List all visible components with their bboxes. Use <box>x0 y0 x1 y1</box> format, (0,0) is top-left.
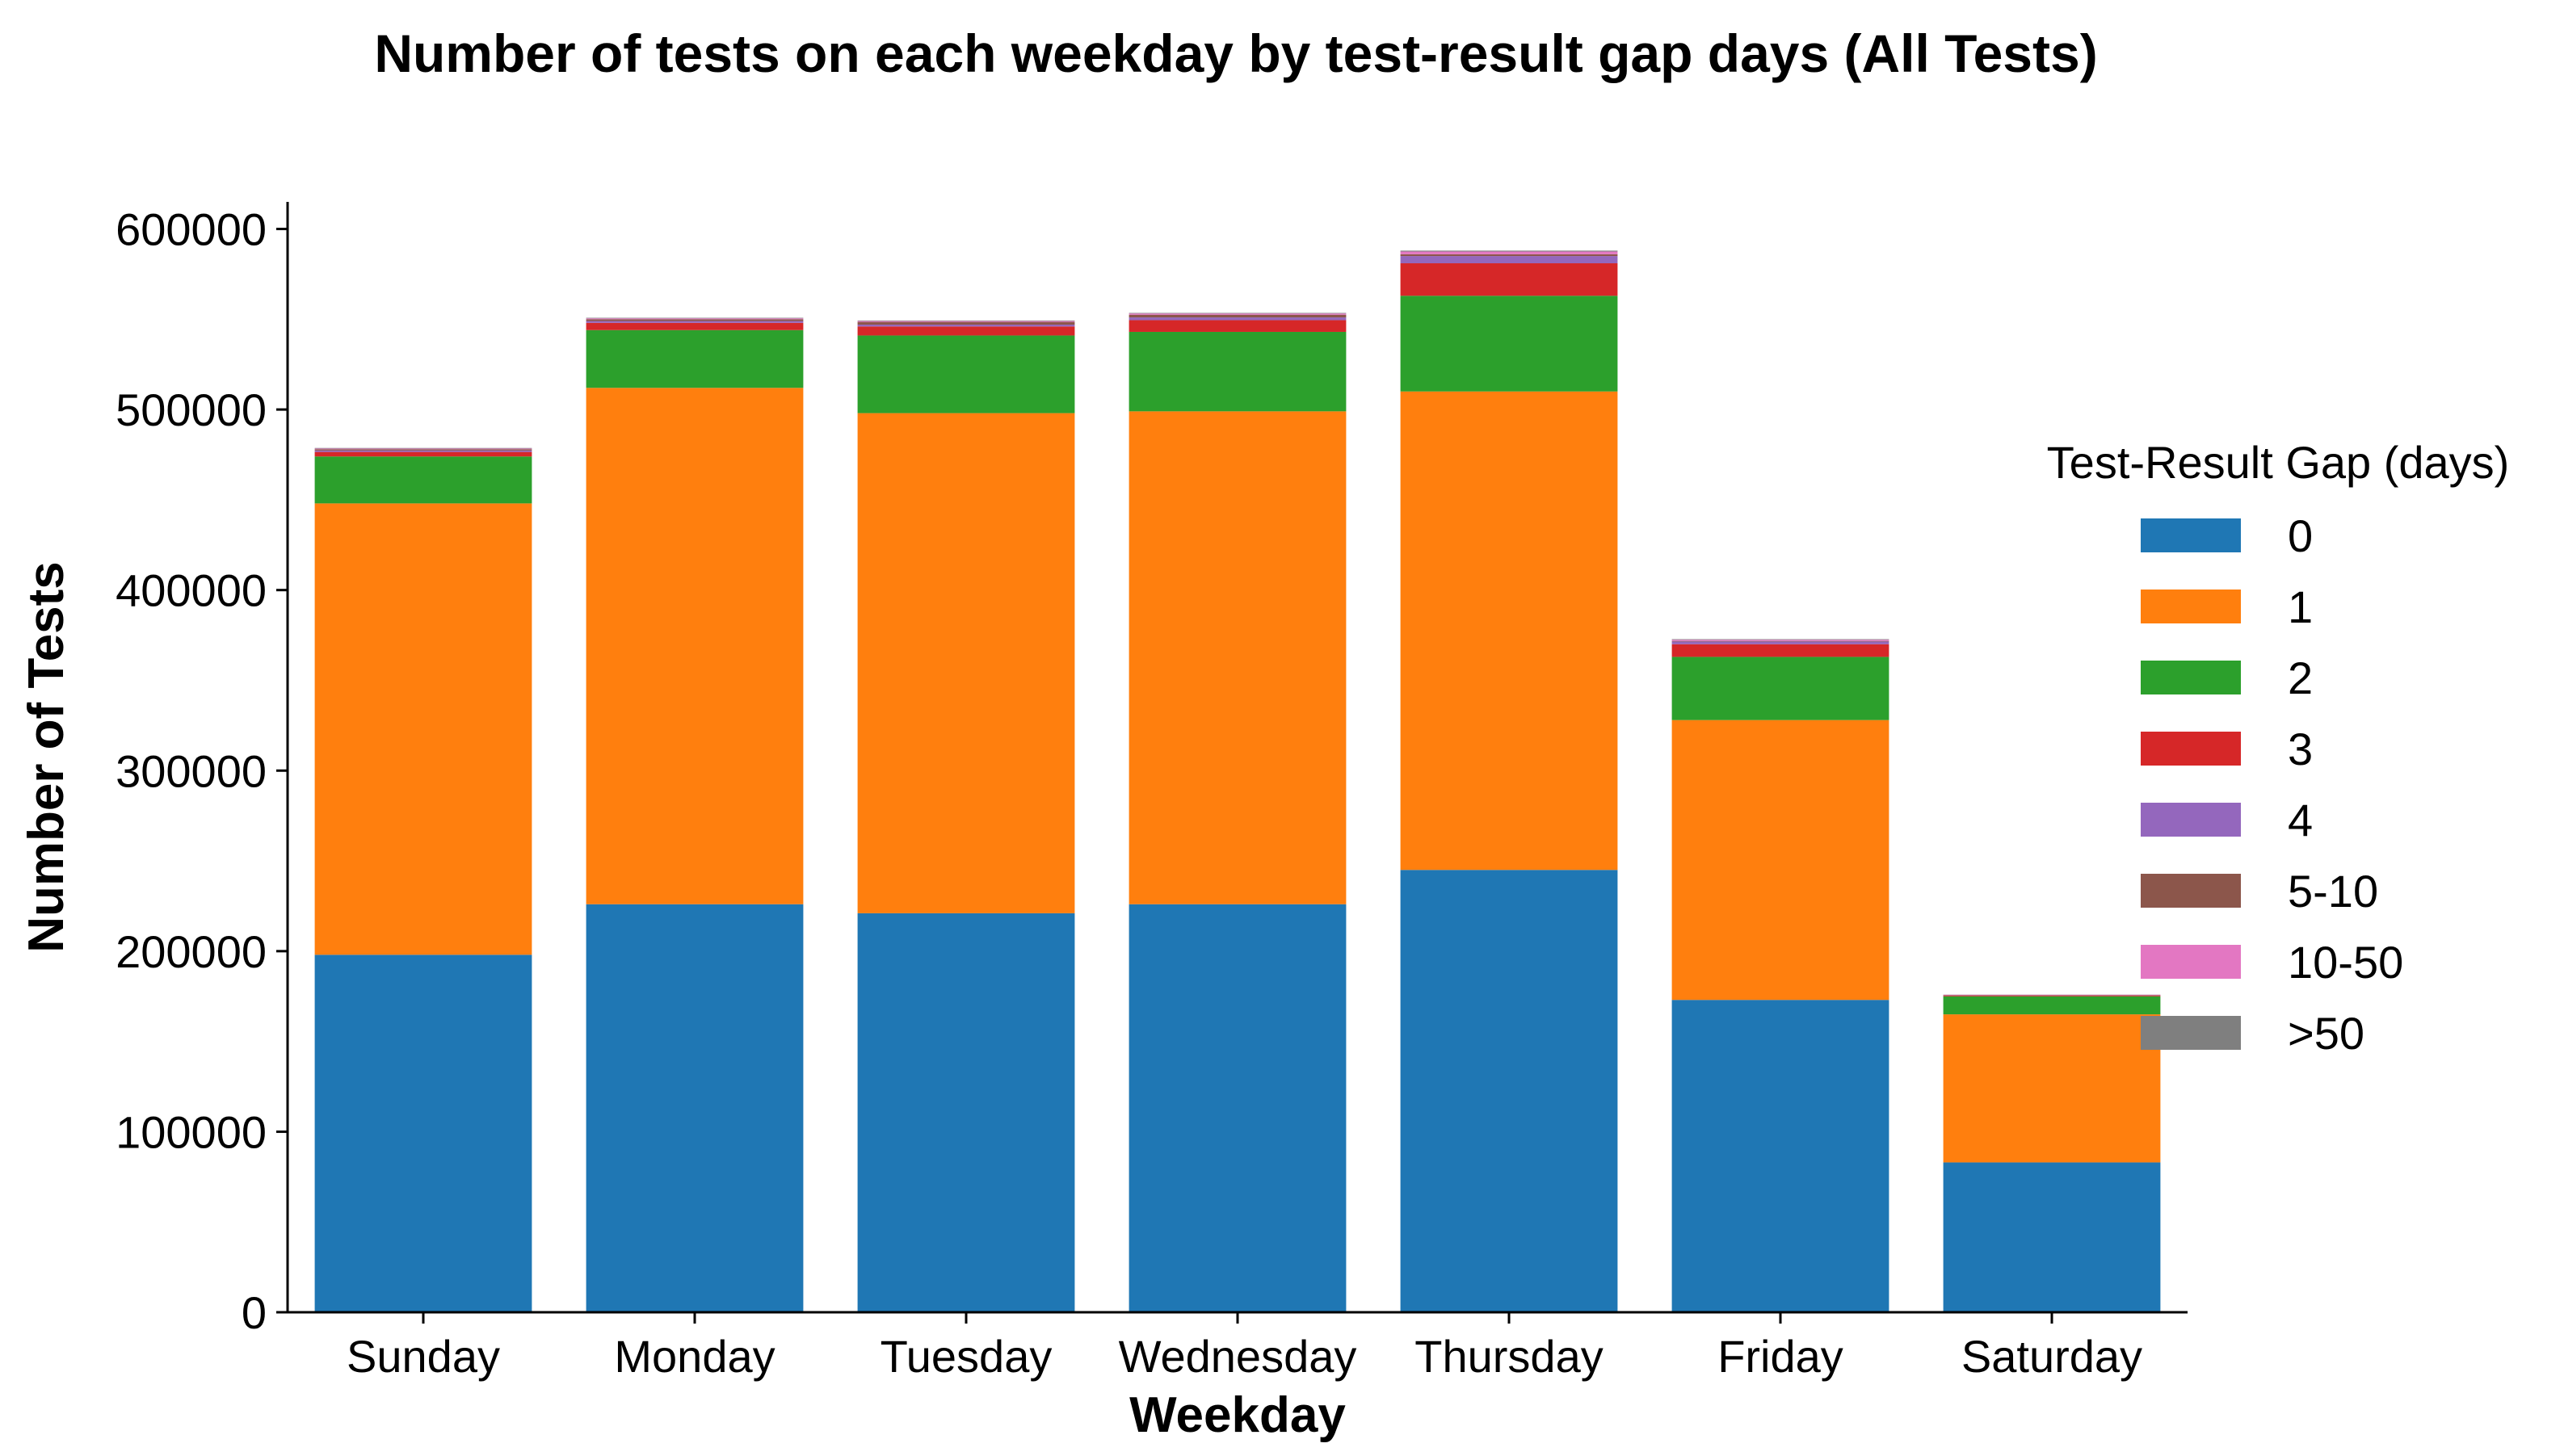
bar-segment <box>1400 296 1618 392</box>
bar-segment <box>857 325 1075 327</box>
x-tick-label: Wednesday <box>1119 1331 1357 1382</box>
bar-segment <box>1129 320 1347 332</box>
legend-title: Test-Result Gap (days) <box>2046 437 2510 488</box>
legend-swatch <box>2141 732 2241 766</box>
bar-segment <box>1400 870 1618 1312</box>
y-axis-title: Number of Tests <box>19 561 74 953</box>
legend-swatch <box>2141 803 2241 837</box>
legend-item: >50 <box>2141 997 2545 1068</box>
legend-swatch <box>2141 661 2241 694</box>
bar-segment <box>857 413 1075 913</box>
bar-segment <box>1943 1162 2161 1312</box>
legend-item: 1 <box>2141 571 2545 642</box>
legend-item: 3 <box>2141 713 2545 784</box>
bars-group <box>314 250 2161 1312</box>
bar-segment <box>1400 254 1618 257</box>
bar-segment <box>857 913 1075 1312</box>
y-tick-label: 300000 <box>116 745 267 796</box>
legend-item: 4 <box>2141 784 2545 855</box>
bar-segment <box>314 450 532 452</box>
bar-segment <box>1943 996 2161 1015</box>
legend-swatch <box>2141 590 2241 623</box>
x-tick-label: Friday <box>1717 1331 1843 1382</box>
bar-segment <box>1671 640 1889 641</box>
legend-swatch <box>2141 1016 2241 1050</box>
bar-segment <box>857 321 1075 325</box>
bar-segment <box>586 388 804 904</box>
legend: Test-Result Gap (days) 0 1 2 3 4 5-10 10-50 >50 <box>2011 436 2545 1068</box>
y-tick-label: 400000 <box>116 565 267 616</box>
bar-segment <box>586 322 804 330</box>
x-tick-label: Tuesday <box>881 1331 1053 1382</box>
legend-label: 2 <box>2288 652 2314 703</box>
legend-label: 3 <box>2288 723 2314 774</box>
bar-segment <box>1129 314 1347 318</box>
bar-segment <box>314 503 532 955</box>
bar-segment <box>857 326 1075 336</box>
bar-segment <box>1943 995 2161 997</box>
legend-label: >50 <box>2288 1007 2364 1059</box>
bar-segment <box>1129 904 1347 1312</box>
x-tick-label: Saturday <box>1961 1331 2142 1382</box>
legend-swatch <box>2141 874 2241 908</box>
bar-segment <box>314 955 532 1312</box>
bar-segment <box>1129 411 1347 904</box>
legend-swatch <box>2141 518 2241 552</box>
bar-segment <box>314 448 532 450</box>
bar-segment <box>1400 251 1618 254</box>
legend-item: 0 <box>2141 500 2545 571</box>
legend-label: 10-50 <box>2288 936 2404 988</box>
bar-segment <box>314 447 532 449</box>
y-tick-label: 0 <box>242 1287 267 1338</box>
legend-items: 0 1 2 3 4 5-10 10-50 >50 <box>2011 500 2545 1068</box>
bar-segment <box>1671 641 1889 644</box>
bar-segment <box>1129 313 1347 314</box>
legend-item: 5-10 <box>2141 855 2545 926</box>
bar-segment <box>586 319 804 321</box>
bar-segment <box>314 456 532 504</box>
x-axis-title: Weekday <box>1129 1387 1346 1443</box>
bar-segment <box>857 321 1075 322</box>
bar-segment <box>314 449 532 451</box>
bar-segment <box>1671 720 1889 1001</box>
bar-segment <box>586 329 804 388</box>
bar-segment <box>1400 250 1618 252</box>
legend-item: 2 <box>2141 642 2545 713</box>
bar-segment <box>857 335 1075 413</box>
y-axis-ticks: 0 100000 200000 300000 400000 500000 600000 <box>116 204 288 1338</box>
legend-label: 0 <box>2288 510 2314 561</box>
legend-label: 1 <box>2288 581 2314 632</box>
bar-segment <box>1129 313 1347 315</box>
y-tick-label: 100000 <box>116 1106 267 1157</box>
legend-swatch <box>2141 945 2241 979</box>
bar-segment <box>1671 640 1889 642</box>
bar-segment <box>586 904 804 1312</box>
bar-segment <box>1129 317 1347 321</box>
bar-segment <box>1400 256 1618 264</box>
chart-title: Number of tests on each weekday by test-… <box>374 23 2098 83</box>
bar-segment <box>586 321 804 323</box>
bar-segment <box>1400 263 1618 296</box>
bar-segment <box>1671 1000 1889 1312</box>
legend-item: 10-50 <box>2141 926 2545 997</box>
bar-segment <box>1671 657 1889 720</box>
bar-segment <box>1671 644 1889 657</box>
legend-label: 4 <box>2288 794 2314 845</box>
x-axis-ticks: Sunday Monday Tuesday Wednesday Thursday Frid… <box>347 1312 2142 1382</box>
y-tick-label: 200000 <box>116 926 267 977</box>
bar-segment <box>314 451 532 457</box>
x-tick-label: Sunday <box>347 1331 500 1382</box>
bar-segment <box>1129 331 1347 412</box>
legend-label: 5-10 <box>2288 865 2379 917</box>
bar-segment <box>586 318 804 320</box>
y-tick-label: 600000 <box>116 204 267 255</box>
y-tick-label: 500000 <box>116 384 267 435</box>
x-tick-label: Monday <box>614 1331 775 1382</box>
bar-segment <box>1400 391 1618 871</box>
bar-segment <box>586 317 804 319</box>
bar-segment <box>1943 1014 2161 1163</box>
x-tick-label: Thursday <box>1414 1331 1603 1382</box>
